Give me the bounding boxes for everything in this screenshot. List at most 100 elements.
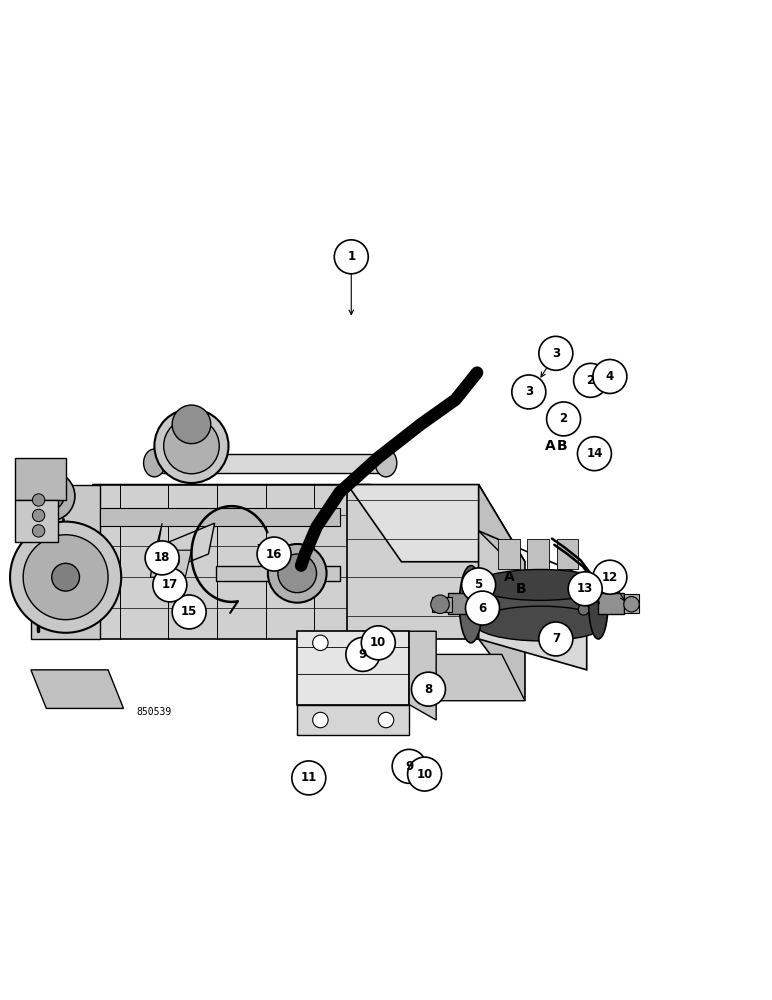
Text: 10: 10: [370, 636, 387, 649]
Polygon shape: [498, 539, 520, 569]
Text: 2: 2: [560, 412, 567, 425]
Circle shape: [10, 522, 121, 633]
Circle shape: [25, 471, 75, 521]
Polygon shape: [624, 594, 639, 613]
Circle shape: [292, 761, 326, 795]
Circle shape: [361, 626, 395, 660]
Circle shape: [462, 568, 496, 602]
Circle shape: [577, 596, 588, 607]
Polygon shape: [93, 485, 425, 562]
Circle shape: [32, 494, 45, 506]
Polygon shape: [557, 539, 578, 569]
Text: A: A: [504, 570, 515, 584]
Text: 850539: 850539: [137, 707, 172, 717]
Text: 15: 15: [181, 605, 198, 618]
Circle shape: [346, 637, 380, 671]
Ellipse shape: [459, 566, 482, 643]
Circle shape: [489, 599, 499, 610]
Circle shape: [23, 535, 108, 620]
Polygon shape: [151, 523, 162, 577]
Circle shape: [157, 560, 168, 571]
Circle shape: [593, 560, 627, 594]
Polygon shape: [479, 485, 525, 701]
Circle shape: [168, 556, 179, 567]
Text: 5: 5: [475, 578, 482, 591]
Circle shape: [36, 482, 64, 510]
Circle shape: [408, 757, 442, 791]
Circle shape: [32, 509, 45, 522]
Circle shape: [574, 363, 608, 397]
Text: 8: 8: [425, 683, 432, 696]
Text: 1: 1: [347, 250, 355, 263]
Polygon shape: [347, 654, 525, 701]
Circle shape: [378, 712, 394, 728]
Text: 6: 6: [479, 602, 486, 615]
Text: 12: 12: [601, 571, 618, 584]
Polygon shape: [174, 454, 208, 469]
Text: 10: 10: [416, 768, 433, 781]
Text: 14: 14: [586, 447, 603, 460]
Polygon shape: [527, 539, 549, 569]
Polygon shape: [15, 458, 66, 500]
Polygon shape: [371, 485, 425, 701]
Circle shape: [578, 604, 589, 615]
Polygon shape: [93, 485, 371, 639]
Circle shape: [257, 537, 291, 571]
Ellipse shape: [475, 606, 606, 641]
Circle shape: [145, 541, 179, 575]
Circle shape: [32, 525, 45, 537]
Polygon shape: [297, 705, 409, 735]
Circle shape: [154, 409, 229, 483]
Circle shape: [392, 749, 426, 783]
Polygon shape: [479, 577, 587, 670]
Text: 9: 9: [359, 648, 367, 661]
Text: B: B: [557, 439, 567, 453]
Circle shape: [172, 595, 206, 629]
Circle shape: [568, 572, 602, 606]
Polygon shape: [15, 500, 58, 542]
Polygon shape: [448, 593, 475, 614]
Circle shape: [593, 359, 627, 393]
Polygon shape: [479, 531, 525, 616]
Circle shape: [539, 622, 573, 656]
Text: 4: 4: [606, 370, 614, 383]
Ellipse shape: [144, 449, 165, 477]
Circle shape: [431, 595, 449, 613]
Circle shape: [52, 563, 80, 591]
Polygon shape: [100, 508, 340, 526]
Polygon shape: [409, 631, 436, 720]
Text: A: A: [545, 439, 556, 453]
Circle shape: [334, 240, 368, 274]
Text: 7: 7: [552, 632, 560, 645]
Circle shape: [268, 544, 327, 603]
Circle shape: [164, 418, 219, 474]
Text: B: B: [516, 582, 527, 596]
Text: 9: 9: [405, 760, 413, 773]
Text: 17: 17: [161, 578, 178, 591]
Ellipse shape: [475, 569, 606, 600]
Circle shape: [466, 591, 499, 625]
Circle shape: [512, 375, 546, 409]
Circle shape: [577, 437, 611, 471]
Ellipse shape: [375, 449, 397, 477]
Circle shape: [172, 405, 211, 444]
Polygon shape: [471, 585, 598, 624]
Text: 3: 3: [525, 385, 533, 398]
Circle shape: [278, 554, 317, 593]
Polygon shape: [31, 485, 100, 639]
Circle shape: [411, 672, 445, 706]
Ellipse shape: [588, 569, 608, 639]
Circle shape: [378, 635, 394, 651]
Polygon shape: [347, 485, 479, 639]
Text: 18: 18: [154, 551, 171, 564]
Polygon shape: [297, 631, 409, 705]
Polygon shape: [598, 593, 624, 614]
Text: 16: 16: [266, 548, 283, 561]
Polygon shape: [151, 550, 191, 577]
Circle shape: [313, 635, 328, 651]
Text: 3: 3: [552, 347, 560, 360]
Text: 11: 11: [300, 771, 317, 784]
Polygon shape: [151, 523, 215, 577]
Polygon shape: [31, 670, 124, 708]
Polygon shape: [432, 596, 452, 612]
